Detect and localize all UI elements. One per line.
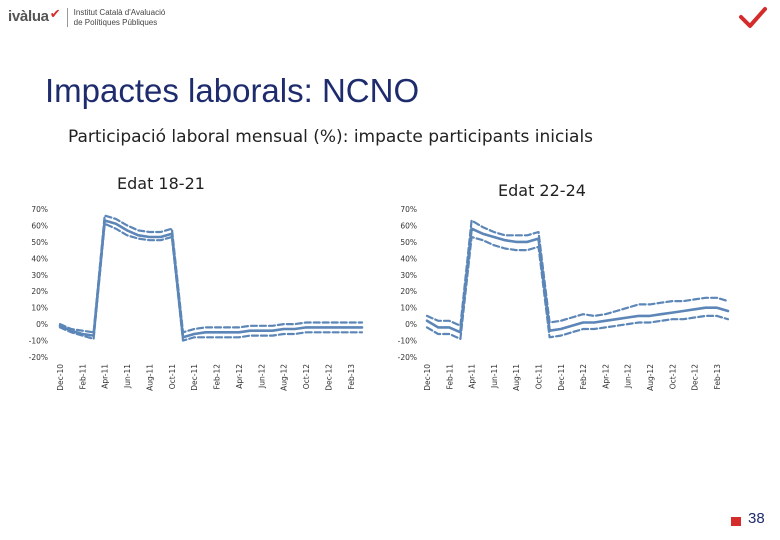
chart-1-x-tick-label: Apr-11 — [101, 364, 110, 389]
chart-2-y-tick-label: 30% — [400, 271, 417, 280]
chart-1-x-tick-label: Dec-10 — [56, 364, 65, 391]
chart-1-x-tick-label: Aug-12 — [280, 364, 289, 391]
chart-2-series-line-2 — [425, 227, 730, 334]
chart-2-x-tick-label: Jun-12 — [624, 364, 633, 389]
slide-title: Impactes laborals: NCNO — [45, 72, 420, 109]
page-marker-icon — [731, 517, 741, 526]
chart-1-y-tick-label: 50% — [31, 238, 48, 247]
chart-2-title: Edat 22-24 — [498, 181, 586, 200]
chart-1-x-tick-label: Dec-11 — [190, 364, 199, 391]
chart-1-y-tick-label: 60% — [31, 221, 48, 230]
chart-1-title: Edat 18-21 — [117, 174, 205, 193]
chart-1-y-tick-label: 0% — [36, 320, 48, 329]
chart-1-y-tick-label: -10% — [29, 337, 48, 346]
chart-2-x-tick-label: Feb-13 — [713, 364, 722, 390]
chart-2-y-tick-label: -20% — [398, 353, 417, 362]
chart-2-x-tick-label: Aug-11 — [512, 364, 521, 391]
chart-2-y-tick-label: 40% — [400, 254, 417, 263]
chart-2-y-tick-label: 20% — [400, 287, 417, 296]
page-number: 38 — [748, 510, 765, 527]
chart-2-y-tick-label: 70% — [400, 205, 417, 214]
chart-2-y-tick-label: 0% — [405, 320, 417, 329]
chart-2-series-line-1 — [425, 219, 730, 327]
chart-1-y-tick-label: 30% — [31, 271, 48, 280]
chart-2-y-tick-label: 60% — [400, 221, 417, 230]
chart-1-x-tick-label: Apr-12 — [235, 364, 244, 389]
chart-1-y-tick-label: 70% — [31, 205, 48, 214]
chart-1-y-tick-label: 10% — [31, 304, 48, 313]
chart-2-x-tick-label: Dec-10 — [423, 364, 432, 391]
chart-1-y-tick-label: -20% — [29, 353, 48, 362]
chart-2-y-tick-label: -10% — [398, 337, 417, 346]
chart-2-x-tick-label: Aug-12 — [646, 364, 655, 391]
chart-2-x-tick-label: Feb-12 — [579, 364, 588, 390]
chart-2-x-tick-label: Apr-12 — [601, 364, 610, 389]
chart-1-x-tick-label: Oct-12 — [302, 364, 311, 389]
chart-1-x-tick-label: Feb-13 — [347, 364, 356, 390]
logo-line-2: de Polítiques Públiques — [73, 17, 158, 27]
chart-1-x-tick-label: Feb-12 — [213, 364, 222, 390]
chart-1-x-tick-label: Feb-11 — [78, 364, 87, 390]
chart-1-series-line-1 — [58, 214, 364, 334]
chart-2-x-tick-label: Feb-11 — [445, 364, 454, 390]
chart-2-series-line-3 — [425, 235, 730, 340]
chart-1-series-line-3 — [58, 222, 364, 342]
chart-1-y-tick-label: 20% — [31, 287, 48, 296]
chart-2-x-tick-label: Dec-11 — [557, 364, 566, 391]
chart-2-y-tick-label: 10% — [400, 304, 417, 313]
chart-2-x-tick-label: Jun-11 — [490, 364, 499, 389]
chart-1-x-tick-label: Oct-11 — [168, 364, 177, 389]
chart-1-x-tick-label: Aug-11 — [145, 364, 154, 391]
chart-1-x-tick-label: Jun-11 — [123, 364, 132, 389]
chart-1-y-tick-label: 40% — [31, 254, 48, 263]
chart-2-x-tick-label: Dec-12 — [691, 364, 700, 391]
logo-institution-name: Institut Català d'Avaluació de Polítique… — [66, 8, 184, 27]
logo-check-icon: ✔ — [49, 7, 61, 22]
chart-2-x-tick-label: Oct-11 — [534, 364, 543, 389]
chart-2-x-tick-label: Apr-11 — [468, 364, 477, 389]
slide-subtitle: Participació laboral mensual (%): impact… — [68, 127, 594, 147]
logo-line-1: Institut Català d'Avaluació — [73, 8, 166, 17]
corner-check-icon — [739, 7, 767, 28]
ivalua-logo: ivàlua ✔ Institut Català d'Avaluació de … — [8, 7, 184, 27]
chart-1-x-tick-label: Jun-12 — [257, 364, 266, 389]
chart-1-x-tick-label: Dec-12 — [324, 364, 333, 391]
chart-2-x-tick-label: Oct-12 — [668, 364, 677, 389]
chart-2-y-tick-label: 50% — [400, 238, 417, 247]
logo-wordmark: ivàlua — [8, 8, 49, 25]
chart-1-series-line-2 — [58, 219, 364, 339]
